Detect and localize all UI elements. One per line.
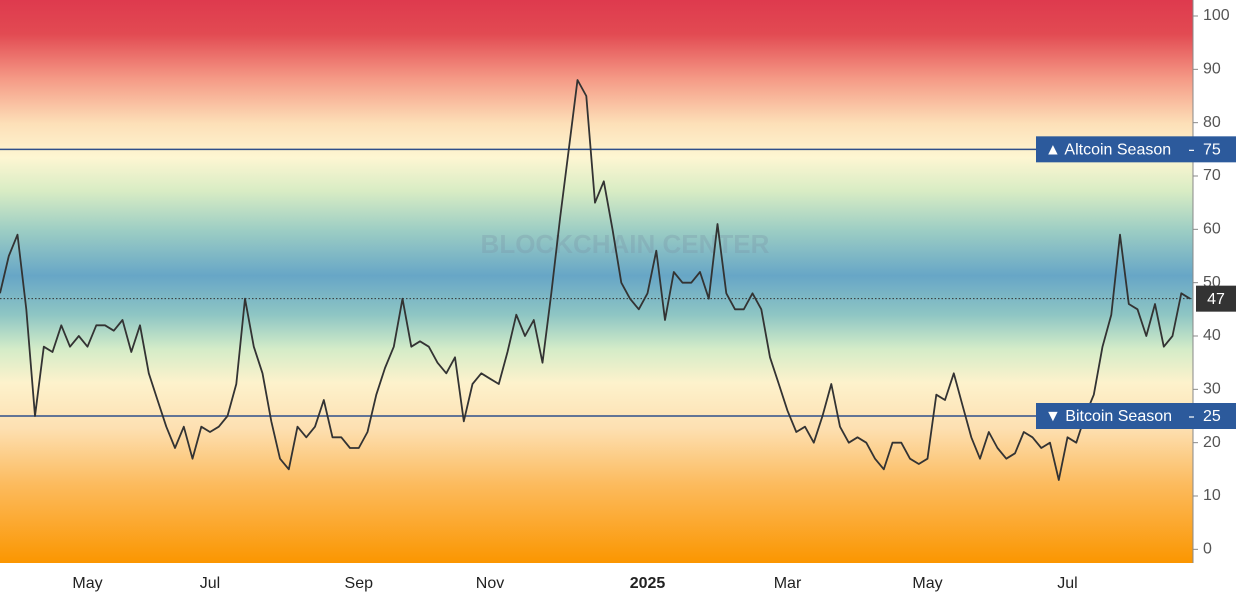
y-tick-label: 40	[1203, 327, 1221, 344]
y-tick-label: 90	[1203, 61, 1221, 78]
y-tick-label: 60	[1203, 221, 1221, 238]
line-series	[0, 79, 1191, 481]
x-tick-label: Jul	[200, 575, 220, 592]
y-tick-label: 70	[1203, 167, 1221, 184]
y-tick-label: 100	[1203, 7, 1230, 24]
last-value-label: 47	[1207, 291, 1225, 308]
x-tick-label: Mar	[774, 575, 802, 592]
x-tick-label: Jul	[1057, 575, 1077, 592]
watermark: BLOCKCHAIN CENTER	[481, 229, 770, 259]
reference-value: 25	[1203, 408, 1221, 425]
plot-background	[0, 0, 1193, 563]
x-tick-label: May	[912, 575, 942, 592]
reference-value: 75	[1203, 142, 1221, 159]
reference-label-box	[1036, 403, 1236, 429]
x-tick-label: May	[72, 575, 102, 592]
x-tick-label: Nov	[476, 575, 504, 592]
x-tick-label: 2025	[630, 575, 666, 592]
reference-label: ▼ Bitcoin Season	[1045, 408, 1172, 425]
y-tick-label: 80	[1203, 114, 1221, 131]
y-tick-label: 20	[1203, 434, 1221, 451]
y-tick-label: 0	[1203, 541, 1212, 558]
x-tick-label: Sep	[345, 575, 374, 592]
reference-label: ▲ Altcoin Season	[1045, 142, 1171, 159]
y-tick-label: 30	[1203, 381, 1221, 398]
last-value-box	[1196, 285, 1236, 312]
reference-label-box	[1036, 136, 1236, 163]
y-tick-label: 10	[1203, 487, 1221, 504]
